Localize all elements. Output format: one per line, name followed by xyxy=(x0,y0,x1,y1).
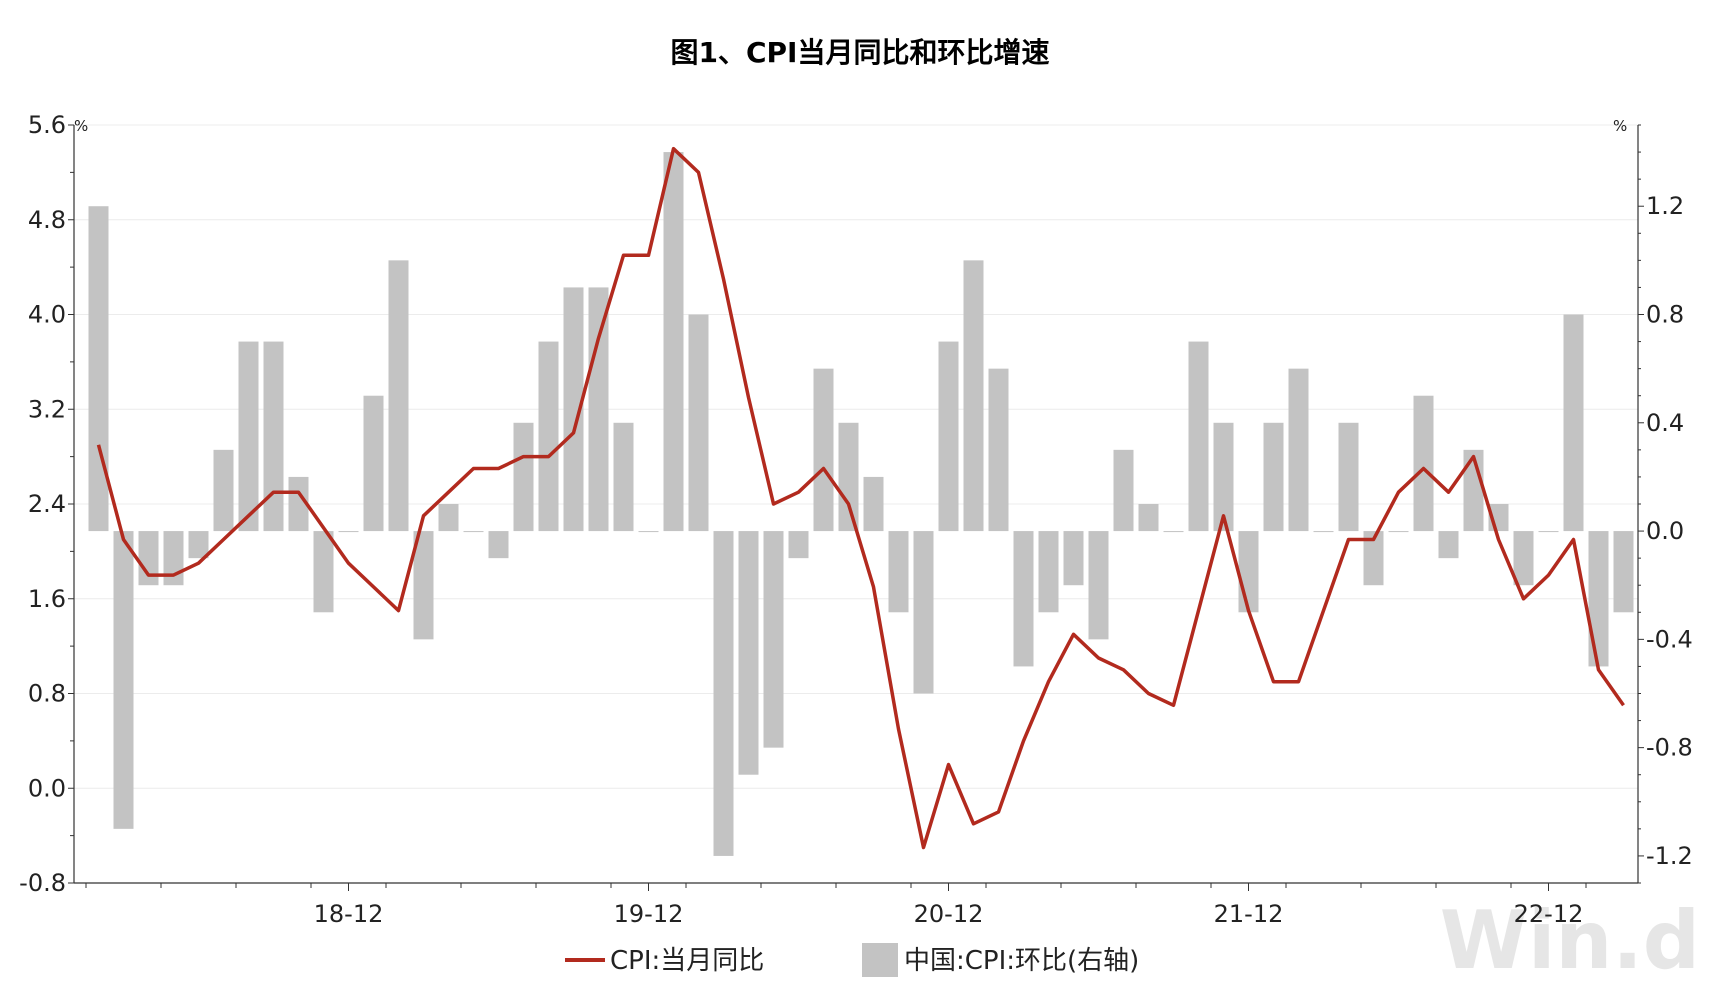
bar xyxy=(363,395,384,532)
bar xyxy=(763,531,784,748)
bar xyxy=(1388,531,1409,533)
bar xyxy=(1088,531,1109,640)
bar xyxy=(1138,504,1159,532)
bar xyxy=(213,449,234,532)
bar xyxy=(913,531,934,694)
bar xyxy=(1013,531,1034,667)
bar xyxy=(613,422,634,532)
bar xyxy=(463,531,484,533)
bar xyxy=(1038,531,1059,613)
left-tick-label: 2.4 xyxy=(28,490,66,518)
bar xyxy=(188,531,209,559)
bar xyxy=(1588,531,1609,667)
bar xyxy=(888,531,909,613)
bar xyxy=(1263,422,1284,532)
bar xyxy=(1313,531,1334,533)
bar xyxy=(313,531,334,613)
bar xyxy=(138,531,159,586)
bar xyxy=(713,531,734,856)
bar xyxy=(338,531,359,533)
x-tick-label: 22-12 xyxy=(1514,900,1584,928)
bar xyxy=(1288,368,1309,532)
bar-series-mom xyxy=(88,152,1634,856)
left-tick-label: 3.2 xyxy=(28,395,66,423)
chart-title: 图1、CPI当月同比和环比增速 xyxy=(671,36,1050,69)
right-tick-label: 0.8 xyxy=(1646,301,1684,329)
x-tick-label: 20-12 xyxy=(914,900,984,928)
bar xyxy=(563,287,584,532)
bar xyxy=(538,341,559,532)
bar xyxy=(1063,531,1084,586)
x-tick-label: 18-12 xyxy=(314,900,384,928)
bar xyxy=(488,531,509,559)
bar xyxy=(663,152,684,532)
legend: CPI:当月同比 中国:CPI:环比(右轴) xyxy=(565,943,1139,977)
bar xyxy=(1188,341,1209,532)
bar xyxy=(1213,422,1234,532)
bar xyxy=(413,531,434,640)
legend-box-swatch xyxy=(862,943,898,977)
left-axis-unit: % xyxy=(74,117,88,135)
right-tick-label: -0.8 xyxy=(1646,734,1693,762)
bar xyxy=(863,476,884,532)
left-tick-label: 4.0 xyxy=(28,301,66,329)
bar xyxy=(1413,395,1434,532)
right-tick-label: 0.4 xyxy=(1646,409,1684,437)
bar xyxy=(588,287,609,532)
left-tick-label: 0.8 xyxy=(28,680,66,708)
bar xyxy=(988,368,1009,532)
gridlines xyxy=(74,124,1638,789)
right-tick-label: -0.4 xyxy=(1646,625,1693,653)
bar xyxy=(1613,531,1634,613)
bar xyxy=(238,341,259,532)
line-path xyxy=(96,146,1625,850)
left-tick-label: 0.0 xyxy=(28,774,66,802)
bar xyxy=(838,422,859,532)
right-tick-label: 0.0 xyxy=(1646,517,1684,545)
axes: -0.8 0.0 0.8 1.6 2.4 3.2 4.0 4.8 5.6 -1.2 -0.8 -0.4… xyxy=(19,111,1693,928)
bar xyxy=(163,531,184,586)
left-tick-label: -0.8 xyxy=(19,869,66,897)
bar xyxy=(963,260,984,532)
bar xyxy=(1238,531,1259,613)
bar xyxy=(1338,422,1359,532)
legend-label-yoy: CPI:当月同比 xyxy=(610,946,764,976)
right-tick-label: 1.2 xyxy=(1646,192,1684,220)
bar xyxy=(813,368,834,532)
x-tick-label: 21-12 xyxy=(1214,900,1284,928)
bar xyxy=(1438,531,1459,559)
left-tick-label: 1.6 xyxy=(28,585,66,613)
left-tick-label: 4.8 xyxy=(28,206,66,234)
bar xyxy=(938,341,959,532)
bar xyxy=(438,504,459,532)
line-series-yoy xyxy=(96,146,1625,850)
left-tick-label: 5.6 xyxy=(28,111,66,139)
bar xyxy=(513,422,534,532)
bar xyxy=(788,531,809,559)
bar xyxy=(1513,531,1534,586)
bar xyxy=(1113,449,1134,532)
x-tick-label: 19-12 xyxy=(614,900,684,928)
bar xyxy=(113,531,134,829)
legend-label-mom: 中国:CPI:环比(右轴) xyxy=(904,946,1139,976)
bar xyxy=(88,206,109,532)
bar xyxy=(1163,531,1184,533)
bar xyxy=(1363,531,1384,586)
bar xyxy=(1563,314,1584,532)
bar xyxy=(638,531,659,533)
bar xyxy=(388,260,409,532)
bar xyxy=(688,314,709,532)
bar xyxy=(738,531,759,775)
bar xyxy=(1538,531,1559,533)
right-axis-unit: % xyxy=(1613,117,1627,135)
right-tick-label: -1.2 xyxy=(1646,842,1693,870)
bar xyxy=(263,341,284,532)
watermark-text: Win.d xyxy=(1440,894,1700,987)
